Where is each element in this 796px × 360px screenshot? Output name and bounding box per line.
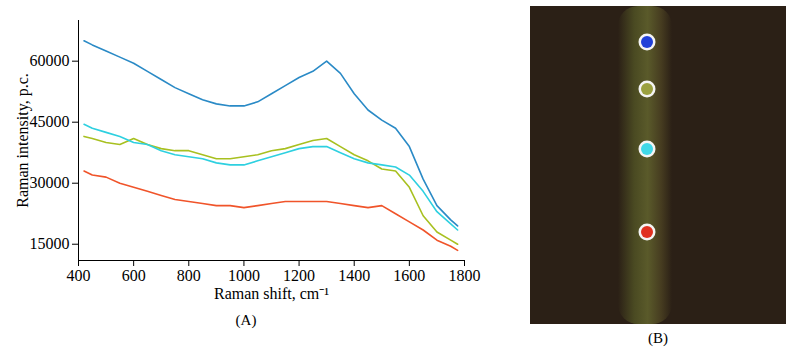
svg-text:800: 800: [177, 267, 201, 284]
svg-text:45000: 45000: [30, 113, 70, 130]
svg-text:1800: 1800: [449, 267, 481, 284]
svg-text:Raman shift, cm⁻¹: Raman shift, cm⁻¹: [214, 285, 329, 302]
html-text:(A): (A): [235, 312, 257, 328]
svg-text:1200: 1200: [283, 267, 315, 284]
svg-text:Raman intensity, p.c.: Raman intensity, p.c.: [14, 73, 32, 208]
svg-text:60000: 60000: [30, 52, 70, 69]
svg-text:600: 600: [122, 267, 146, 284]
svg-text:1000: 1000: [228, 267, 260, 284]
svg-text:400: 400: [67, 267, 91, 284]
svg-text:1400: 1400: [338, 267, 370, 284]
svg-text:15000: 15000: [30, 235, 70, 252]
html-text:(B): (B): [648, 330, 668, 346]
svg-text:30000: 30000: [30, 174, 70, 191]
svg-text:1600: 1600: [393, 267, 425, 284]
